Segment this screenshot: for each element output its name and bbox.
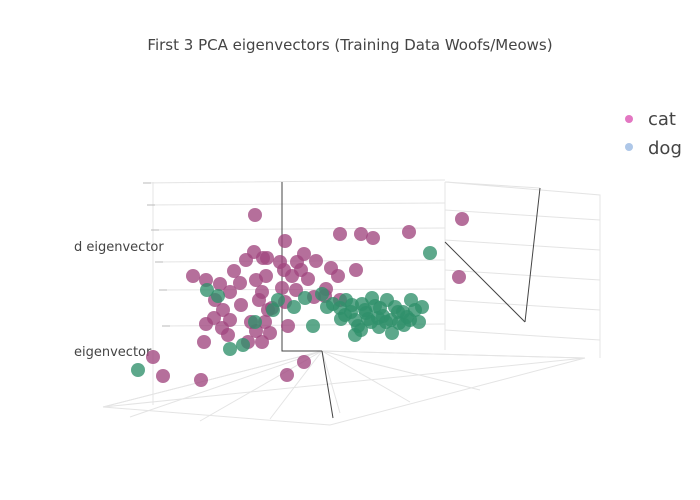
legend-label-cat: cat — [648, 109, 676, 130]
point-dog-42[interactable] — [354, 323, 368, 337]
point-cat-29[interactable] — [223, 285, 237, 299]
point-dog-35[interactable] — [415, 300, 429, 314]
point-dog-44[interactable] — [365, 291, 379, 305]
point-cat-19[interactable] — [301, 272, 315, 286]
legend-marker-cat — [625, 115, 633, 123]
point-cat-45[interactable] — [199, 317, 213, 331]
point-cat-18[interactable] — [285, 269, 299, 283]
point-dog-50[interactable] — [373, 301, 387, 315]
point-cat-43[interactable] — [258, 315, 272, 329]
point-dog-46[interactable] — [345, 298, 359, 312]
point-cat-31[interactable] — [275, 281, 289, 295]
point-cat-4[interactable] — [366, 231, 380, 245]
point-cat-2[interactable] — [333, 227, 347, 241]
point-cat-57[interactable] — [452, 270, 466, 284]
point-dog-10[interactable] — [298, 291, 312, 305]
point-cat-51[interactable] — [255, 335, 269, 349]
point-cat-12[interactable] — [260, 251, 274, 265]
axis-ticks — [143, 182, 170, 327]
legend-item-cat[interactable]: cat — [625, 109, 676, 130]
point-cat-60[interactable] — [221, 328, 235, 342]
point-cat-23[interactable] — [186, 269, 200, 283]
point-dog-6[interactable] — [248, 315, 262, 329]
point-cat-44[interactable] — [281, 319, 295, 333]
point-dog-48[interactable] — [358, 303, 372, 317]
point-dog-41[interactable] — [379, 315, 393, 329]
point-dog-12[interactable] — [315, 287, 329, 301]
point-cat-54[interactable] — [194, 373, 208, 387]
point-dog-3[interactable] — [131, 363, 145, 377]
scatter-points — [131, 208, 469, 387]
point-cat-55[interactable] — [280, 368, 294, 382]
point-cat-0[interactable] — [248, 208, 262, 222]
point-cat-11[interactable] — [227, 264, 241, 278]
point-dog-1[interactable] — [200, 283, 214, 297]
chart-title: First 3 PCA eigenvectors (Training Data … — [147, 36, 552, 54]
point-dog-0[interactable] — [423, 246, 437, 260]
point-cat-32[interactable] — [289, 283, 303, 297]
point-cat-53[interactable] — [156, 369, 170, 383]
point-dog-9[interactable] — [287, 300, 301, 314]
point-cat-3[interactable] — [354, 227, 368, 241]
point-cat-35[interactable] — [234, 298, 248, 312]
point-cat-6[interactable] — [278, 234, 292, 248]
point-cat-49[interactable] — [197, 335, 211, 349]
legend-marker-dog — [625, 143, 633, 151]
point-cat-10[interactable] — [239, 253, 253, 267]
point-dog-39[interactable] — [385, 326, 399, 340]
z-axis-label: d eigenvector — [74, 240, 164, 255]
point-cat-36[interactable] — [252, 293, 266, 307]
point-dog-8[interactable] — [271, 293, 285, 307]
point-dog-47[interactable] — [334, 312, 348, 326]
y-axis-label: eigenvector — [74, 345, 152, 360]
point-cat-48[interactable] — [263, 326, 277, 340]
legend: cat dog — [625, 109, 682, 159]
point-cat-39[interactable] — [216, 303, 230, 317]
point-dog-40[interactable] — [391, 305, 405, 319]
point-cat-5[interactable] — [402, 225, 416, 239]
point-cat-28[interactable] — [259, 269, 273, 283]
legend-label-dog: dog — [648, 138, 682, 159]
point-dog-49[interactable] — [403, 313, 417, 327]
point-cat-56[interactable] — [297, 355, 311, 369]
point-cat-25[interactable] — [213, 277, 227, 291]
point-cat-21[interactable] — [349, 263, 363, 277]
point-cat-1[interactable] — [455, 212, 469, 226]
point-dog-11[interactable] — [306, 319, 320, 333]
point-dog-4[interactable] — [223, 342, 237, 356]
point-cat-52[interactable] — [146, 350, 160, 364]
point-dog-2[interactable] — [211, 289, 225, 303]
point-cat-22[interactable] — [331, 269, 345, 283]
point-cat-26[interactable] — [233, 276, 247, 290]
legend-item-dog[interactable]: dog — [625, 138, 682, 159]
point-cat-15[interactable] — [309, 254, 323, 268]
point-dog-5[interactable] — [236, 338, 250, 352]
